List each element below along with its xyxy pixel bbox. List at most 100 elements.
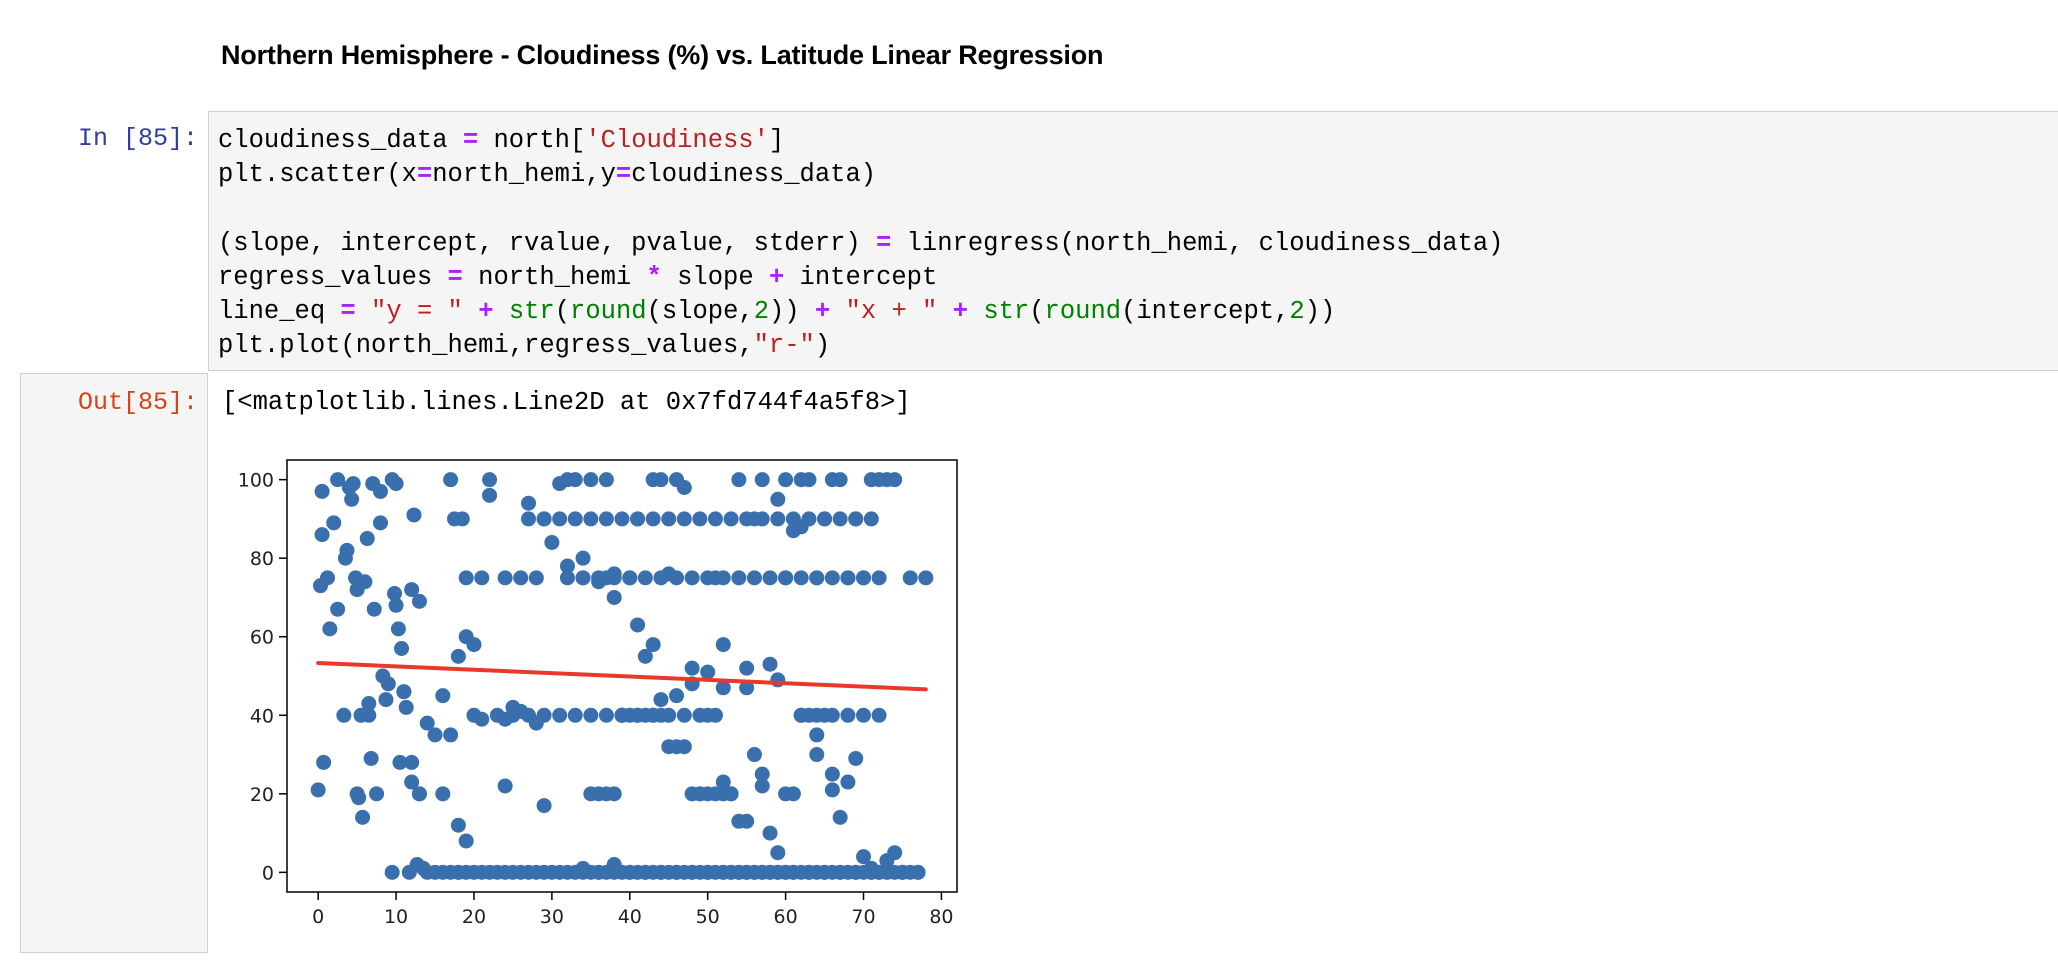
data-point <box>310 782 326 798</box>
data-point <box>404 582 420 598</box>
data-point <box>692 511 708 527</box>
data-point <box>419 715 435 731</box>
data-point <box>793 707 809 723</box>
data-point <box>684 660 700 676</box>
data-point <box>361 707 377 723</box>
x-tick-label: 60 <box>774 906 798 928</box>
data-point <box>536 798 552 814</box>
data-point <box>598 707 614 723</box>
data-point <box>809 707 825 723</box>
data-point <box>361 695 377 711</box>
data-point <box>824 570 840 586</box>
data-point <box>645 707 661 723</box>
data-point <box>380 676 396 692</box>
data-point <box>754 778 770 794</box>
data-point <box>746 570 762 586</box>
data-point <box>466 637 482 653</box>
data-point <box>715 774 731 790</box>
data-point <box>396 684 412 700</box>
data-point <box>676 707 692 723</box>
data-point <box>669 570 685 586</box>
data-point <box>366 601 382 617</box>
data-point <box>427 727 443 743</box>
data-point <box>653 692 669 708</box>
data-point <box>871 570 887 586</box>
data-point <box>314 483 330 499</box>
data-point <box>497 570 513 586</box>
data-point <box>606 589 622 605</box>
data-point <box>474 570 490 586</box>
data-point <box>676 511 692 527</box>
data-point <box>762 656 778 672</box>
data-point <box>528 570 544 586</box>
data-point <box>591 570 607 586</box>
data-point <box>450 864 466 880</box>
data-point <box>770 672 786 688</box>
output-prompt: Out[85]: <box>77 388 198 417</box>
data-point <box>645 511 661 527</box>
data-point <box>684 570 700 586</box>
data-point <box>887 472 903 488</box>
data-point <box>637 648 653 664</box>
x-axis: 0 10 20 30 40 50 60 70 80 <box>312 892 954 928</box>
data-point <box>482 487 498 503</box>
data-point <box>458 570 474 586</box>
x-tick-label: 80 <box>929 906 953 928</box>
x-tick-label: 30 <box>540 906 564 928</box>
data-point <box>723 786 739 802</box>
data-point <box>840 570 856 586</box>
data-point <box>645 472 661 488</box>
code-input-area[interactable] <box>208 111 2058 371</box>
data-point <box>505 699 521 715</box>
data-point <box>840 707 856 723</box>
x-tick-label: 20 <box>462 906 486 928</box>
data-point <box>778 570 794 586</box>
data-point <box>645 637 661 653</box>
data-point <box>739 511 755 527</box>
scatter-plot: 0 10 20 30 40 50 60 70 80 0 20 40 60 80 100 <box>238 459 958 928</box>
data-point <box>398 699 414 715</box>
data-point <box>832 511 848 527</box>
data-point <box>336 707 352 723</box>
data-point <box>676 479 692 495</box>
data-point <box>918 570 934 586</box>
data-point <box>715 680 731 696</box>
data-point <box>661 511 677 527</box>
data-point <box>832 809 848 825</box>
data-point <box>770 511 786 527</box>
markdown-heading: Northern Hemisphere - Cloudiness (%) vs.… <box>221 40 1104 70</box>
data-point <box>394 641 410 657</box>
data-point <box>848 750 864 766</box>
data-point <box>715 570 731 586</box>
y-tick-label: 0 <box>262 862 274 884</box>
data-point <box>314 527 330 543</box>
data-point <box>567 511 583 527</box>
data-point <box>345 476 361 492</box>
data-point <box>910 864 926 880</box>
data-point <box>326 515 342 531</box>
data-point <box>497 778 513 794</box>
plot-frame <box>286 459 958 893</box>
data-point <box>521 495 537 511</box>
data-point <box>653 570 669 586</box>
data-point <box>344 491 360 507</box>
data-point <box>824 707 840 723</box>
data-point <box>809 747 825 763</box>
data-point <box>848 511 864 527</box>
data-point <box>390 621 406 637</box>
data-point <box>622 570 638 586</box>
data-point <box>513 570 529 586</box>
data-point <box>330 472 346 488</box>
data-point <box>887 845 903 861</box>
data-point <box>762 570 778 586</box>
data-point <box>454 511 470 527</box>
output-prompt-area[interactable] <box>20 373 208 953</box>
data-point <box>316 754 332 770</box>
data-point <box>567 472 583 488</box>
data-point <box>322 621 338 637</box>
data-point <box>824 782 840 798</box>
code-editor[interactable]: cloudiness_data = north['Cloudiness'] pl… <box>218 126 1504 361</box>
data-point <box>349 582 365 598</box>
data-point <box>583 707 599 723</box>
y-tick-label: 40 <box>250 705 274 727</box>
